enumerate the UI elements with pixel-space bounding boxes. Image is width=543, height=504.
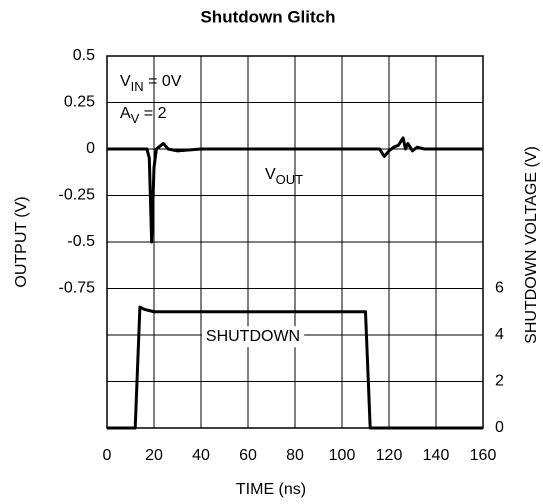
line-series xyxy=(107,305,483,430)
chart-title: Shutdown Glitch xyxy=(200,7,335,26)
annotation-text: V xyxy=(120,73,131,90)
plot-frame xyxy=(106,55,484,429)
y-axis-label: OUTPUT (V) xyxy=(13,196,30,287)
x-tick-label: 80 xyxy=(286,447,304,464)
annotation-text: = 2 xyxy=(139,105,166,122)
series-label: SHUTDOWN xyxy=(206,328,300,345)
y2-tick-label: 4 xyxy=(495,326,504,343)
x-tick-label: 60 xyxy=(239,447,257,464)
line-series xyxy=(107,136,483,244)
y2-tick-label: 0 xyxy=(495,419,504,436)
x-tick-label: 40 xyxy=(192,447,210,464)
y-tick-label: -0.5 xyxy=(67,233,95,250)
annotation: AV = 2 xyxy=(120,105,167,126)
annotation: VOUT xyxy=(265,166,303,187)
y2-tick-label: 6 xyxy=(495,280,504,297)
annotation-text: V xyxy=(265,166,276,183)
x-tick-label: 120 xyxy=(376,447,403,464)
x-tick-label: 20 xyxy=(145,447,163,464)
annotation-subscript: IN xyxy=(131,79,144,94)
x-tick-label: 100 xyxy=(329,447,356,464)
y2-axis-label: SHUTDOWN VOLTAGE (V) xyxy=(523,146,540,344)
x-tick-label: 0 xyxy=(103,447,112,464)
x-tick-label: 160 xyxy=(470,447,497,464)
y-tick-label: 0.25 xyxy=(64,94,95,111)
annotation-text: = 0V xyxy=(144,73,182,90)
y-tick-label: -0.25 xyxy=(59,187,96,204)
annotation: VIN = 0V xyxy=(120,73,182,94)
annotation-subscript: V xyxy=(131,111,140,126)
annotation-subscript: OUT xyxy=(276,172,304,187)
annotation-text: A xyxy=(120,105,131,122)
y-tick-label: -0.75 xyxy=(59,280,96,297)
label-background xyxy=(201,326,305,348)
y-tick-label: 0.5 xyxy=(73,47,95,64)
x-axis-label: TIME (ns) xyxy=(236,481,306,498)
x-tick-label: 140 xyxy=(423,447,450,464)
y2-tick-label: 2 xyxy=(495,373,504,390)
y-tick-label: 0 xyxy=(86,140,95,157)
